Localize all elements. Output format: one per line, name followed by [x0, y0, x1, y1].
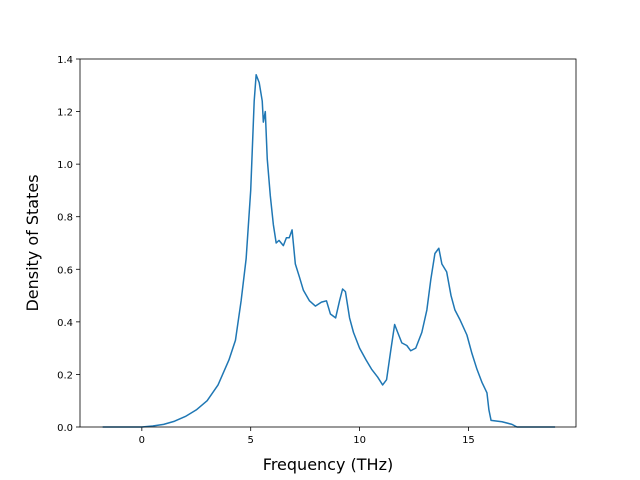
- x-tick-label: 0: [139, 435, 145, 446]
- line-series: [102, 74, 556, 428]
- y-tick-label: 0.0: [57, 423, 73, 434]
- y-tick-label: 0.4: [57, 318, 73, 329]
- x-axis-title: Frequency (THz): [263, 455, 393, 474]
- x-tick-label: 10: [353, 435, 366, 446]
- y-tick-label: 1.0: [57, 160, 73, 171]
- y-tick-label: 0.8: [57, 213, 73, 224]
- x-tick-label: 15: [462, 435, 475, 446]
- y-tick-label: 0.6: [57, 265, 73, 276]
- x-tick-label: 5: [248, 435, 254, 446]
- y-axis-title: Density of States: [23, 174, 42, 311]
- y-tick-label: 0.2: [57, 370, 73, 381]
- y-tick-label: 1.2: [57, 108, 73, 119]
- plot-frame: [79, 58, 577, 428]
- y-tick-label: 1.4: [57, 55, 73, 66]
